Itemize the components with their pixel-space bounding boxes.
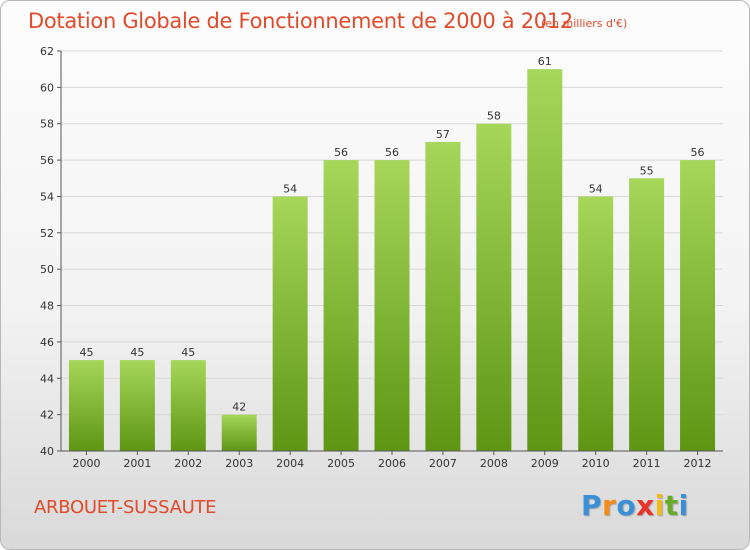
bar (68, 360, 104, 451)
data-label: 58 (487, 110, 501, 123)
y-tick-label: 42 (40, 409, 54, 422)
place-name: ARBOUET-SUSSAUTE (34, 497, 217, 518)
y-tick-label: 40 (40, 445, 54, 458)
y-tick-label: 60 (40, 81, 54, 94)
proxiti-logo[interactable]: Proxiti (581, 489, 689, 522)
bar (578, 196, 614, 451)
data-label: 45 (79, 346, 93, 359)
data-label: 54 (589, 182, 603, 195)
x-tick-label: 2003 (225, 457, 253, 470)
logo-letter: x (636, 489, 655, 522)
axes: 40 42 44 46 48 50 52 54 56 58 60 62 2000 2001 2002 2003… (40, 45, 723, 470)
logo-letter: i (678, 489, 689, 522)
y-tick-label: 54 (40, 190, 54, 203)
bar (119, 360, 155, 451)
x-tick-label: 2011 (633, 457, 661, 470)
logo-letter: P (581, 489, 603, 522)
data-label: 45 (130, 346, 144, 359)
x-tick-label: 2001 (123, 457, 151, 470)
data-label: 55 (640, 164, 654, 177)
logo-letter: o (616, 489, 637, 522)
logo-letter: t (664, 489, 679, 522)
chart-title: Dotation Globale de Fonctionnement de 20… (28, 9, 573, 33)
data-label: 45 (181, 346, 195, 359)
bar (527, 69, 563, 451)
y-tick-label: 44 (40, 372, 54, 385)
y-tick-label: 56 (40, 154, 54, 167)
x-tick-label: 2012 (684, 457, 712, 470)
data-label: 54 (283, 182, 297, 195)
y-tick-label: 48 (40, 300, 54, 313)
logo-letter: r (602, 489, 617, 522)
bar (629, 178, 665, 452)
bar (221, 414, 257, 451)
data-label: 56 (385, 146, 399, 159)
bar (425, 141, 461, 451)
x-tick-label: 2005 (327, 457, 355, 470)
logo-letter: i (654, 489, 665, 522)
data-label: 56 (691, 146, 705, 159)
bar (272, 196, 308, 451)
x-tick-label: 2002 (174, 457, 202, 470)
bar (680, 160, 716, 451)
x-tick-label: 2000 (72, 457, 100, 470)
chart-subtitle: (en milliers d'€) (541, 17, 628, 30)
bar (476, 123, 512, 452)
bar (170, 360, 206, 451)
data-label: 61 (538, 55, 552, 68)
x-tick-label: 2010 (582, 457, 610, 470)
data-label: 56 (334, 146, 348, 159)
data-label: 57 (436, 128, 450, 141)
y-tick-label: 52 (40, 227, 54, 240)
x-tick-label: 2007 (429, 457, 457, 470)
y-tick-label: 50 (40, 263, 54, 276)
x-tick-label: 2008 (480, 457, 508, 470)
y-tick-label: 62 (40, 45, 54, 58)
data-label: 42 (232, 401, 246, 414)
bar (374, 160, 410, 451)
x-tick-label: 2004 (276, 457, 304, 470)
y-tick-label: 58 (40, 118, 54, 131)
y-tick-label: 46 (40, 336, 54, 349)
bar (323, 160, 359, 451)
x-tick-label: 2006 (378, 457, 406, 470)
bars: 45 45 45 42 54 56 56 57 58 61 54 55 56 (68, 55, 716, 452)
x-tick-label: 2009 (531, 457, 559, 470)
